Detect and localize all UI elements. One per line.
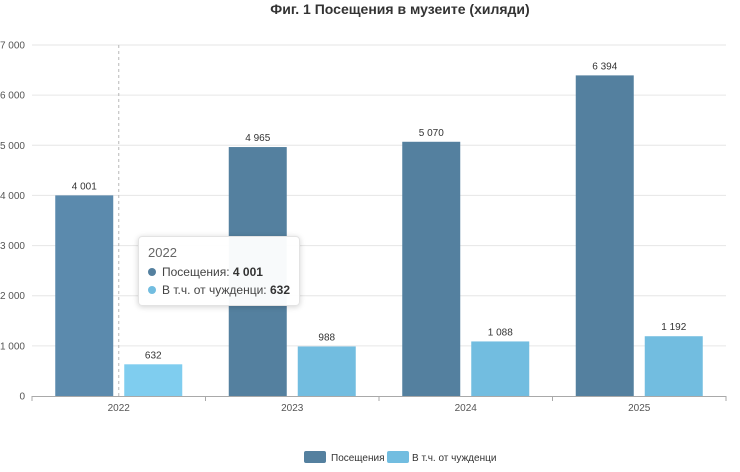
x-axis: 2022 2023 2024 2025 — [31, 396, 727, 414]
bar-foreigners-2024[interactable] — [471, 341, 530, 396]
bar-visits-2025[interactable] — [575, 75, 634, 397]
bar-foreigners-2023[interactable] — [297, 346, 356, 396]
y-tick-label: 7 000 — [0, 41, 25, 52]
foreigners-dot-icon — [148, 286, 156, 294]
bar-foreigners-2025[interactable] — [644, 336, 703, 396]
y-tick-label: 5 000 — [0, 141, 25, 152]
y-tick-label: 6 000 — [0, 91, 25, 102]
y-tick-label: 0 — [19, 392, 25, 403]
x-tick-label: 2024 — [455, 403, 478, 414]
data-label: 6 394 — [592, 61, 617, 72]
data-label: 988 — [318, 332, 335, 343]
tooltip-title: 2022 — [148, 245, 177, 260]
data-label: 4 965 — [245, 133, 270, 144]
tooltip: 2022 Посещения: 4 001 В т.ч. от чужденци… — [138, 236, 300, 306]
legend-label[interactable]: Посещения — [331, 453, 385, 464]
bar-foreigners-2022[interactable] — [124, 364, 183, 396]
legend: Посещения В т.ч. от чужденци — [304, 451, 496, 464]
y-tick-label: 2 000 — [0, 291, 25, 302]
data-label: 632 — [145, 350, 162, 361]
data-label: 5 070 — [419, 128, 444, 139]
tooltip-row-visits-label: Посещения: — [162, 265, 230, 279]
tooltip-row-foreigners-label: В т.ч. от чужденци: — [162, 283, 267, 297]
tooltip-row-foreigners-value: 632 — [269, 283, 290, 297]
legend-label[interactable]: В т.ч. от чужденци — [412, 453, 496, 464]
bar-visits-2022[interactable] — [55, 195, 114, 396]
legend-swatch-icon[interactable] — [387, 451, 409, 463]
x-tick-label: 2023 — [281, 403, 304, 414]
y-tick-label: 3 000 — [0, 241, 25, 252]
tooltip-row-visits-value: 4 001 — [232, 265, 263, 279]
legend-swatch-icon[interactable] — [304, 451, 326, 463]
y-axis: 0 1 000 2 000 3 000 4 000 5 000 6 000 7 000 — [0, 41, 25, 403]
y-tick-label: 1 000 — [0, 341, 25, 352]
x-tick-label: 2025 — [628, 403, 651, 414]
data-label: 1 088 — [488, 327, 513, 338]
tooltip-row-visits: Посещения: 4 001 — [148, 263, 290, 281]
data-label: 1 192 — [661, 322, 686, 333]
chart-title: Фиг. 1 Посещения в музеите (хиляди) — [270, 1, 529, 17]
tooltip-row-foreigners: В т.ч. от чужденци: 632 — [148, 281, 290, 299]
data-label: 4 001 — [72, 181, 97, 192]
visits-dot-icon — [148, 268, 156, 276]
bar-visits-2024[interactable] — [402, 141, 461, 396]
x-tick-label: 2022 — [108, 403, 131, 414]
y-tick-label: 4 000 — [0, 191, 25, 202]
